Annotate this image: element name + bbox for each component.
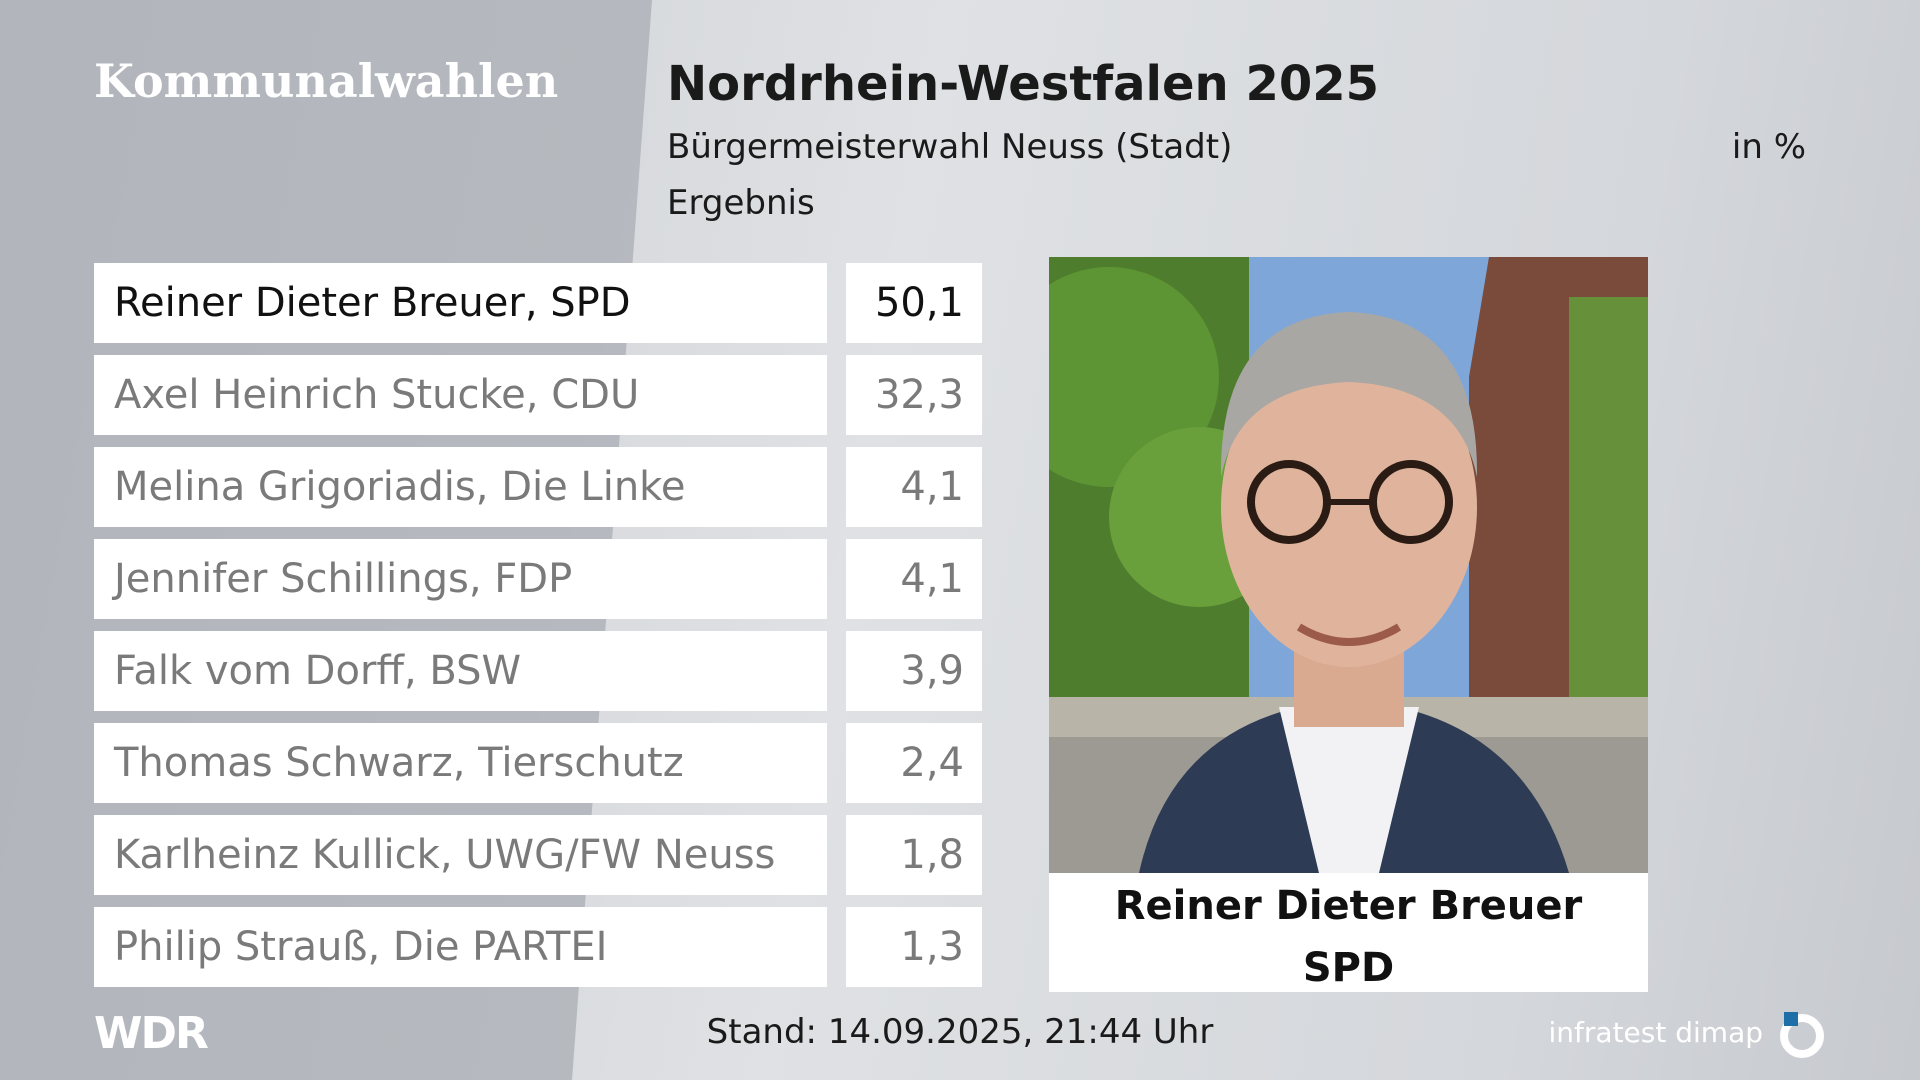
candidate-name: Philip Strauß, Die PARTEI (94, 907, 827, 987)
candidate-name: Thomas Schwarz, Tierschutz (94, 723, 827, 803)
portrait-caption: Reiner Dieter Breuer SPD (1049, 873, 1648, 992)
source: infratest dimap (1548, 1016, 1763, 1049)
broadcaster-logo: WDR (94, 1008, 209, 1059)
candidate-name: Falk vom Dorff, BSW (94, 631, 827, 711)
title: Nordrhein-Westfalen 2025 (667, 56, 1380, 112)
candidate-name: Reiner Dieter Breuer, SPD (94, 263, 827, 343)
candidate-name: Melina Grigoriadis, Die Linke (94, 447, 827, 527)
candidate-result: 4,1 (846, 447, 982, 527)
candidate-result: 1,8 (846, 815, 982, 895)
section-title: Kommunalwahlen (94, 54, 559, 108)
portrait-party: SPD (1302, 945, 1395, 991)
portrait-name: Reiner Dieter Breuer (1114, 883, 1583, 929)
subtitle: Bürgermeisterwahl Neuss (Stadt) (667, 127, 1233, 167)
unit: in % (1731, 127, 1806, 167)
candidate-result: 32,3 (846, 355, 982, 435)
candidate-result: 2,4 (846, 723, 982, 803)
result-label: Ergebnis (667, 183, 815, 223)
candidate-name: Jennifer Schillings, FDP (94, 539, 827, 619)
candidate-result: 3,9 (846, 631, 982, 711)
timestamp: Stand: 14.09.2025, 21:44 Uhr (706, 1012, 1214, 1052)
candidate-result: 1,3 (846, 907, 982, 987)
candidate-name: Karlheinz Kullick, UWG/FW Neuss (94, 815, 827, 895)
portrait-photo (1049, 257, 1648, 873)
candidate-result: 50,1 (846, 263, 982, 343)
candidate-result: 4,1 (846, 539, 982, 619)
candidate-name: Axel Heinrich Stucke, CDU (94, 355, 827, 435)
source-icon (1780, 1012, 1824, 1058)
